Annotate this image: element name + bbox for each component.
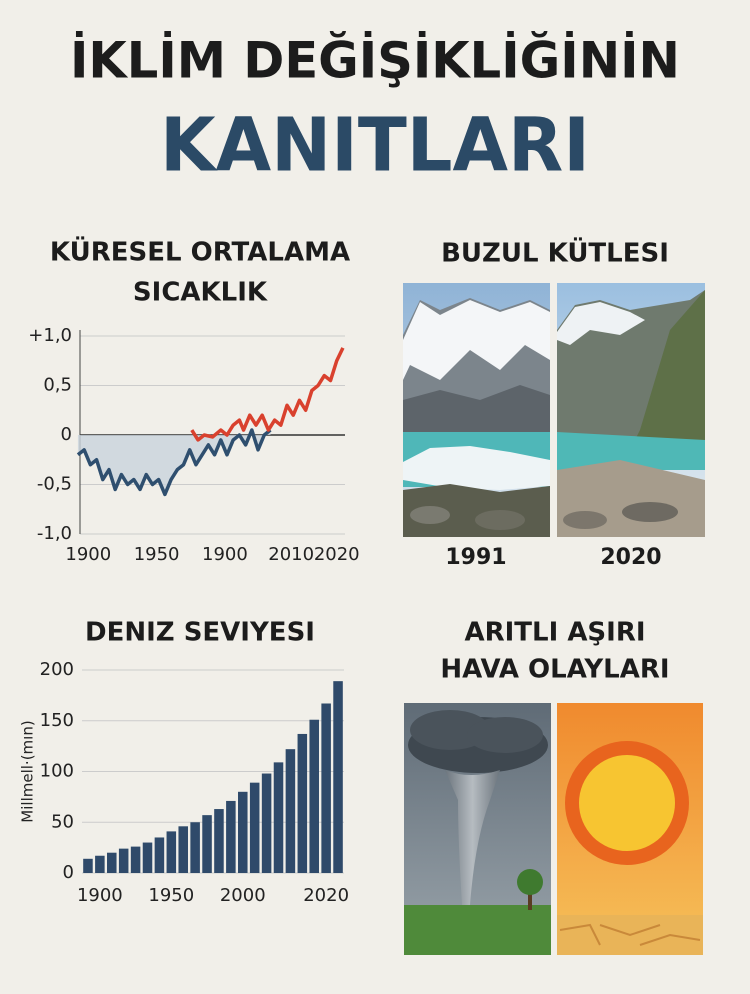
bar (190, 822, 200, 873)
x-tick-label: 2000 (220, 885, 266, 906)
glacier-photo-2020 (557, 283, 705, 537)
chart-title: DENIZ SEVIYESI (85, 618, 315, 648)
bar (118, 848, 129, 873)
y-tick-label: 0 (61, 424, 72, 445)
y-tick-label: -1,0 (37, 523, 72, 544)
x-tick-label: 2010 (268, 544, 314, 565)
x-tick-label: 2020 (303, 885, 349, 906)
x-tick-label: 1900 (65, 544, 111, 565)
bar (273, 762, 284, 873)
bar (249, 782, 260, 873)
bar (261, 773, 272, 873)
chart-title: KÜRESEL ORTALAMA (50, 235, 350, 268)
chart-title: SICAKLIK (133, 278, 268, 308)
bar (226, 800, 236, 873)
page-title: KANITLARI (160, 103, 590, 189)
y-tick-label: 100 (40, 761, 74, 782)
bar (130, 846, 141, 873)
bar (178, 826, 188, 873)
line (190, 347, 345, 442)
y-tick-label: 0,5 (43, 375, 72, 396)
y-axis-label: Millmell·(mın) (19, 720, 37, 822)
y-tick-label: 0 (63, 862, 74, 883)
year-label: 1991 (445, 545, 506, 570)
y-tick-label: -0,5 (37, 474, 72, 495)
bar (107, 852, 117, 873)
bar (333, 681, 343, 873)
page-title: İKLİM DEĞİŞİKLİĞİNİN (70, 31, 680, 90)
bar (238, 791, 248, 873)
heat-illustration (557, 703, 703, 955)
year-label: 2020 (600, 545, 661, 570)
x-tick-label: 1900 (202, 544, 248, 565)
line (76, 428, 272, 497)
y-tick-label: 50 (51, 811, 74, 832)
panel-title: BUZUL KÜTLESI (441, 236, 669, 269)
storm-illustration (404, 703, 551, 955)
x-tick-label: 1950 (134, 544, 180, 565)
bar (214, 809, 224, 873)
panel-title: HAVA OLAYLARI (440, 655, 669, 685)
glacier-photo-1991 (403, 283, 550, 537)
area (77, 430, 271, 495)
panel-title: ARITLI AŞIRI (464, 618, 645, 648)
bar (309, 719, 319, 873)
x-tick-label: 1900 (77, 885, 123, 906)
bar (202, 815, 212, 873)
bar (95, 855, 105, 873)
bar (321, 703, 331, 873)
x-tick-label: 1950 (148, 885, 194, 906)
bar (142, 842, 153, 873)
y-tick-label: 150 (40, 710, 74, 731)
bar (166, 831, 177, 873)
bar (83, 858, 93, 873)
y-tick-label: 200 (40, 659, 74, 680)
bar (285, 749, 296, 873)
y-tick-label: +1,0 (28, 325, 72, 346)
bar (297, 733, 308, 873)
x-tick-label: 2020 (314, 544, 360, 565)
bar (154, 837, 165, 873)
